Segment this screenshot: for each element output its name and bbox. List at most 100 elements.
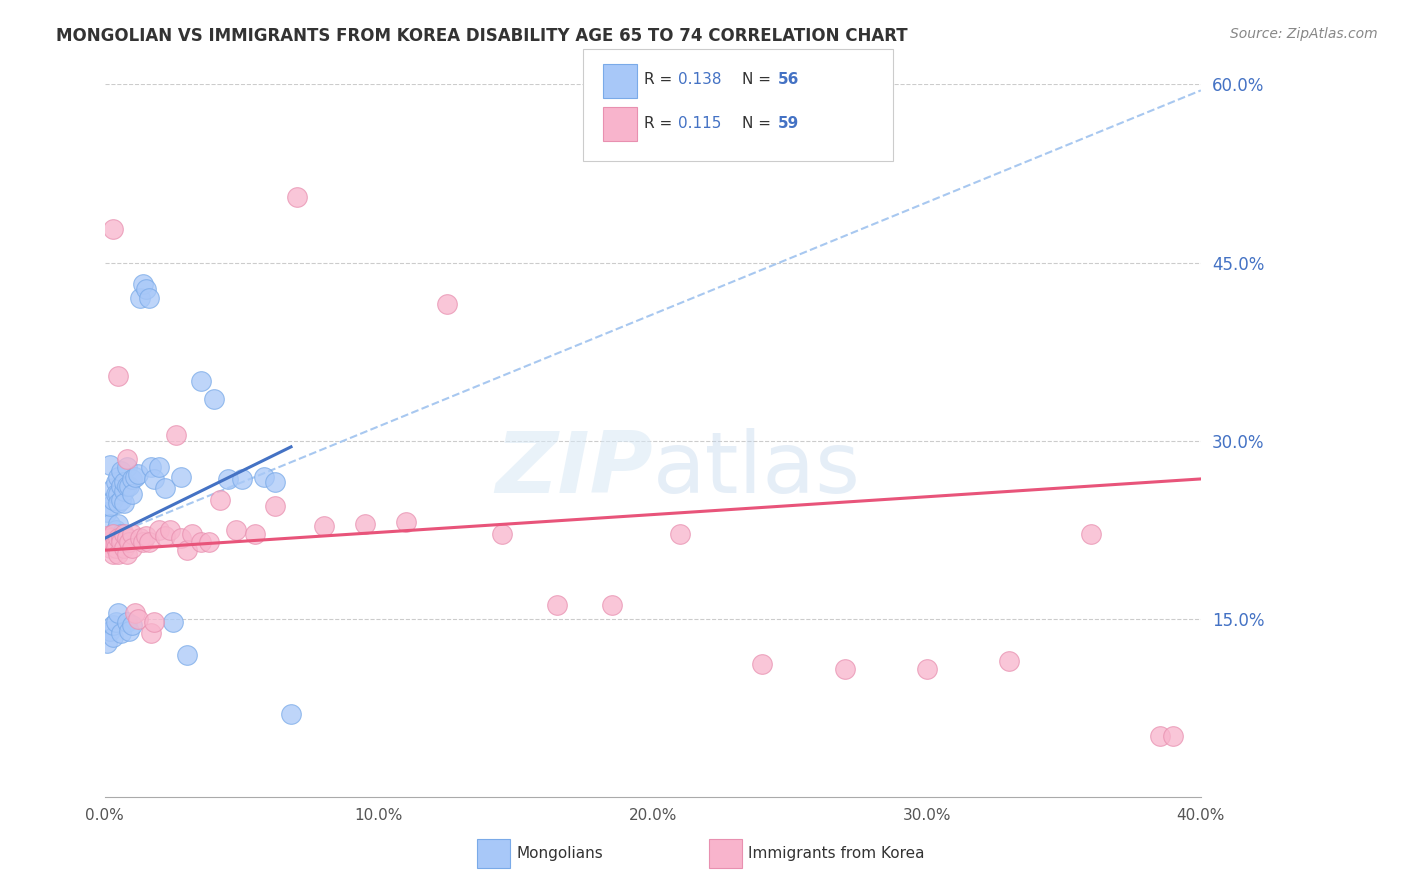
Text: Immigrants from Korea: Immigrants from Korea: [748, 847, 925, 861]
Text: 0.138: 0.138: [678, 72, 721, 87]
Point: [143, 615, 166, 629]
Point: [110, 532, 132, 546]
Point: [112, 483, 135, 498]
Text: Source: ZipAtlas.com: Source: ZipAtlas.com: [1230, 27, 1378, 41]
Point: [181, 526, 204, 541]
Text: N =: N =: [742, 117, 776, 131]
Point: [176, 648, 198, 662]
Point: [138, 291, 160, 305]
Point: [153, 529, 176, 543]
Point: [217, 472, 239, 486]
Point: [159, 523, 181, 537]
Point: [96, 529, 118, 543]
Point: [141, 460, 163, 475]
Point: [202, 392, 225, 407]
Point: [112, 475, 135, 490]
Point: [104, 523, 127, 537]
Point: [165, 428, 187, 442]
Point: [915, 662, 938, 676]
Point: [190, 535, 212, 549]
Text: atlas: atlas: [652, 428, 860, 511]
Point: [225, 523, 247, 537]
Point: [208, 493, 231, 508]
Point: [115, 479, 138, 493]
Point: [148, 523, 170, 537]
Point: [395, 515, 418, 529]
Point: [170, 469, 193, 483]
Point: [135, 282, 157, 296]
Point: [491, 526, 513, 541]
Point: [104, 487, 127, 501]
Point: [107, 606, 129, 620]
Point: [124, 469, 146, 483]
Point: [312, 519, 335, 533]
Point: [121, 487, 143, 501]
Point: [121, 541, 143, 555]
Point: [115, 460, 138, 475]
Point: [132, 277, 155, 291]
Point: [1163, 729, 1185, 743]
Point: [115, 547, 138, 561]
Point: [1149, 729, 1171, 743]
Point: [436, 297, 458, 311]
Point: [198, 535, 221, 549]
Point: [127, 612, 149, 626]
Point: [110, 479, 132, 493]
Point: [98, 517, 121, 532]
Point: [107, 487, 129, 501]
Point: [141, 626, 163, 640]
Point: [118, 479, 141, 493]
Point: [121, 618, 143, 632]
Point: [170, 532, 193, 546]
Point: [129, 532, 152, 546]
Point: [245, 526, 267, 541]
Point: [107, 532, 129, 546]
Text: R =: R =: [644, 117, 678, 131]
Point: [138, 535, 160, 549]
Point: [110, 493, 132, 508]
Point: [600, 598, 623, 612]
Point: [110, 626, 132, 640]
Text: MONGOLIAN VS IMMIGRANTS FROM KOREA DISABILITY AGE 65 TO 74 CORRELATION CHART: MONGOLIAN VS IMMIGRANTS FROM KOREA DISAB…: [56, 27, 908, 45]
Point: [118, 624, 141, 638]
Point: [153, 482, 176, 496]
Point: [107, 368, 129, 383]
Point: [96, 529, 118, 543]
Point: [121, 526, 143, 541]
Text: 56: 56: [778, 72, 799, 87]
Point: [148, 460, 170, 475]
Point: [98, 500, 121, 514]
Point: [285, 190, 308, 204]
Point: [104, 475, 127, 490]
Point: [104, 615, 127, 629]
Point: [135, 529, 157, 543]
Point: [107, 469, 129, 483]
Text: R =: R =: [644, 72, 678, 87]
Point: [110, 526, 132, 541]
Point: [104, 541, 127, 555]
Point: [252, 469, 274, 483]
Point: [110, 464, 132, 478]
Point: [101, 630, 124, 644]
Point: [162, 615, 184, 629]
Point: [98, 458, 121, 472]
Point: [127, 467, 149, 482]
Text: ZIP: ZIP: [495, 428, 652, 511]
Text: N =: N =: [742, 72, 776, 87]
Point: [115, 615, 138, 629]
Text: 59: 59: [778, 117, 799, 131]
Point: [118, 535, 141, 549]
Point: [101, 222, 124, 236]
Point: [231, 472, 253, 486]
Text: 0.115: 0.115: [678, 117, 721, 131]
Point: [107, 517, 129, 532]
Point: [96, 636, 118, 650]
Point: [101, 547, 124, 561]
Point: [98, 624, 121, 638]
Point: [129, 291, 152, 305]
Point: [121, 472, 143, 486]
Point: [546, 598, 568, 612]
Point: [101, 493, 124, 508]
Point: [107, 547, 129, 561]
Point: [104, 535, 127, 549]
